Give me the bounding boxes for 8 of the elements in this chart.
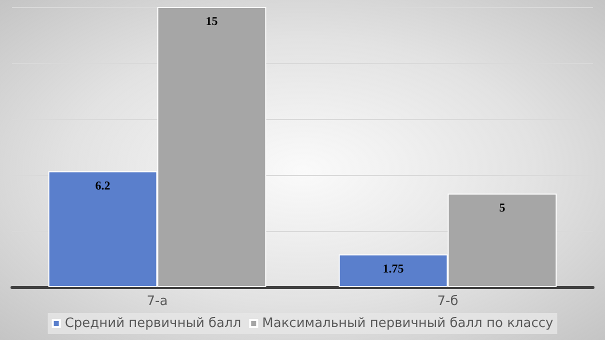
data-label: 15 — [206, 14, 218, 28]
legend-label: Максимальный первичный балл по классу — [262, 316, 554, 331]
data-label: 1.75 — [382, 261, 404, 276]
legend-label: Средний первичный балл — [64, 316, 242, 331]
data-label: 6.2 — [95, 178, 110, 192]
x-tick-label: 7-а — [146, 294, 168, 309]
data-label: 5 — [499, 200, 506, 215]
x-tick-label: 7-б — [437, 294, 458, 309]
